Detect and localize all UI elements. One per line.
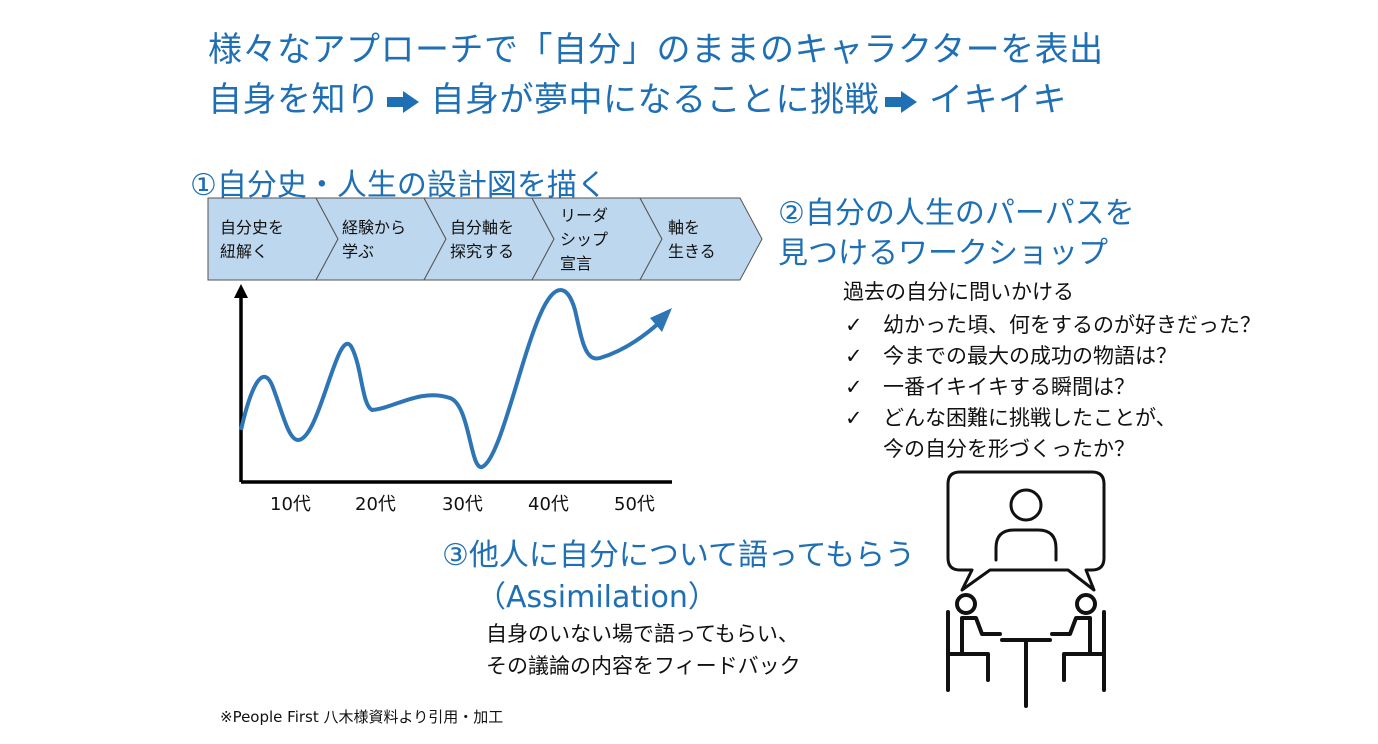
section3-title-line-1: ③他人に自分について語ってもらう — [442, 538, 915, 573]
section3-title-line-2: （Assimilation） — [476, 580, 718, 615]
question-item: ✓ 今までの最大の成功の物語は？ — [845, 344, 1177, 368]
step-label-5: 軸を 生きる — [668, 218, 716, 261]
life-curve — [239, 288, 662, 469]
check-icon: ✓ — [845, 406, 863, 430]
right-person-body-icon — [1050, 610, 1106, 692]
section1-title: ①自分史・人生の設計図を描く — [190, 168, 607, 203]
check-icon: ✓ — [845, 375, 863, 399]
step-label-1: 自分史を 紐解く — [220, 218, 285, 261]
x-tick-label: 20代 — [355, 494, 396, 515]
headline-step-lively: イキイキ — [929, 80, 1067, 120]
right-arrow-icon — [885, 90, 919, 113]
section2-title-line-1: ②自分の人生のパーパスを — [778, 196, 1135, 231]
trend-arrowhead-icon — [650, 308, 672, 332]
step-chevron-5 — [639, 197, 763, 281]
headline-step-challenge: 自身が夢中になることに挑戦 — [430, 80, 879, 120]
x-tick-label: 30代 — [442, 494, 483, 515]
right-person-head-icon — [1075, 593, 1097, 615]
section2-prompt: 過去の自分に問いかける — [843, 280, 1074, 304]
x-tick-label: 40代 — [528, 494, 569, 515]
question-item: ✓ どんな困難に挑戦したことが、 — [845, 406, 1177, 430]
question-item-continuation: 今の自分を形づくったか？ — [883, 437, 1135, 461]
source-note: ※People First 八木様資料より引用・加工 — [220, 708, 504, 726]
step-label-3: 自分軸を 探究する — [450, 218, 515, 261]
left-person-head-icon — [955, 593, 977, 615]
discussion-people-icon — [946, 470, 1106, 708]
check-icon: ✓ — [845, 313, 863, 337]
x-tick-label: 50代 — [614, 494, 655, 515]
speaker-head-icon — [1009, 488, 1043, 522]
left-person-body-icon — [946, 610, 1002, 692]
x-tick-label: 10代 — [270, 494, 311, 515]
y-axis-arrowhead — [234, 284, 248, 298]
speaker-shoulders-icon — [994, 528, 1058, 562]
question-item: ✓ 幼かった頃、何をするのが好きだった？ — [845, 313, 1261, 337]
step-label-4: リーダ シップ 宣言 — [560, 206, 609, 273]
process-chevrons — [207, 197, 763, 281]
question-item: ✓ 一番イキイキする瞬間は？ — [845, 375, 1135, 399]
right-arrow-icon — [386, 90, 421, 113]
speech-bubble-icon — [946, 470, 1106, 592]
step-label-2: 経験から 学ぶ — [342, 218, 407, 261]
headline-line-2: 自身を知り 自身が夢中になることに挑戦 イキイキ — [208, 72, 1067, 121]
section3-description-line-2: その議論の内容をフィードバック — [486, 654, 801, 678]
section3-description-line-1: 自身のいない場で語ってもらい、 — [486, 622, 799, 646]
check-icon: ✓ — [845, 344, 863, 368]
headline-line-1: 様々なアプローチで「自分」のままのキャラクターを表出 — [208, 30, 1104, 70]
headline-step-know-self: 自身を知り — [208, 80, 381, 120]
section2-title-line-2: 見つけるワークショップ — [778, 236, 1108, 271]
